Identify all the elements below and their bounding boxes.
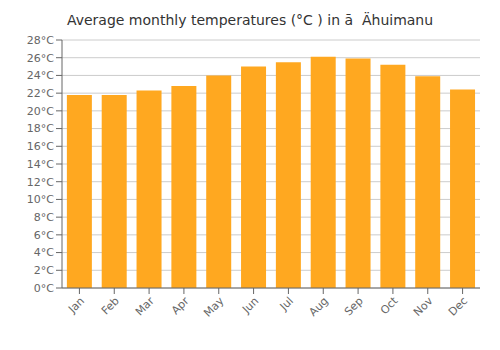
svg-text:26°C: 26°C bbox=[27, 52, 54, 65]
svg-text:10°C: 10°C bbox=[27, 193, 54, 206]
html-text:Average monthly temperatures (: Average monthly temperatures (°C ) in ā … bbox=[66, 12, 434, 28]
svg-text:Nov: Nov bbox=[411, 294, 436, 319]
svg-text:14°C: 14°C bbox=[27, 158, 54, 171]
svg-text:Apr: Apr bbox=[169, 294, 192, 317]
svg-text:20°C: 20°C bbox=[27, 105, 54, 118]
svg-text:Jan: Jan bbox=[65, 294, 87, 316]
svg-text:Feb: Feb bbox=[99, 294, 122, 317]
svg-text:18°C: 18°C bbox=[27, 122, 54, 135]
svg-text:28°C: 28°C bbox=[27, 34, 54, 47]
svg-text:Aug: Aug bbox=[307, 294, 331, 318]
svg-text:Sep: Sep bbox=[342, 294, 366, 318]
svg-text:0°C: 0°C bbox=[34, 282, 54, 295]
svg-text:Oct: Oct bbox=[378, 294, 401, 317]
svg-text:8°C: 8°C bbox=[34, 211, 54, 224]
svg-text:24°C: 24°C bbox=[27, 69, 54, 82]
svg-text:4°C: 4°C bbox=[34, 246, 54, 259]
svg-text:Jun: Jun bbox=[239, 294, 261, 316]
svg-text:6°C: 6°C bbox=[34, 229, 54, 242]
svg-text:May: May bbox=[201, 294, 227, 320]
svg-text:Mar: Mar bbox=[133, 294, 157, 318]
svg-text:Jul: Jul bbox=[277, 294, 296, 313]
svg-text:12°C: 12°C bbox=[27, 176, 54, 189]
svg-text:22°C: 22°C bbox=[27, 87, 54, 100]
svg-text:Dec: Dec bbox=[446, 294, 470, 318]
svg-text:16°C: 16°C bbox=[27, 140, 54, 153]
svg-text:2°C: 2°C bbox=[34, 264, 54, 277]
